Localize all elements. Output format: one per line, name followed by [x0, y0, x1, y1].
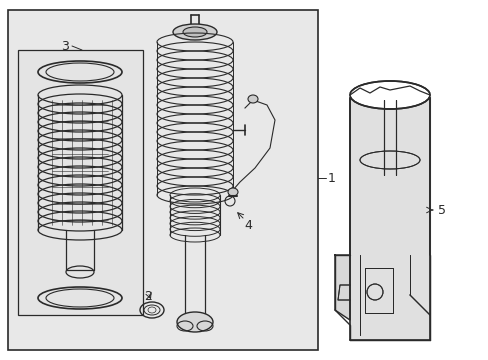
- Bar: [18, 50, 142, 315]
- Text: 1: 1: [327, 171, 335, 185]
- Bar: [364, 268, 392, 313]
- Ellipse shape: [183, 27, 206, 37]
- Text: 4: 4: [244, 219, 251, 231]
- Polygon shape: [334, 255, 349, 320]
- Text: 3: 3: [61, 40, 69, 53]
- Bar: [364, 268, 392, 313]
- Ellipse shape: [247, 95, 258, 103]
- Ellipse shape: [173, 24, 217, 40]
- Text: 2: 2: [144, 289, 152, 302]
- Bar: [8, 10, 317, 350]
- Ellipse shape: [227, 188, 238, 196]
- Ellipse shape: [349, 81, 429, 109]
- Ellipse shape: [177, 312, 213, 332]
- Polygon shape: [349, 95, 429, 340]
- Ellipse shape: [66, 266, 94, 278]
- Text: 5: 5: [437, 203, 445, 216]
